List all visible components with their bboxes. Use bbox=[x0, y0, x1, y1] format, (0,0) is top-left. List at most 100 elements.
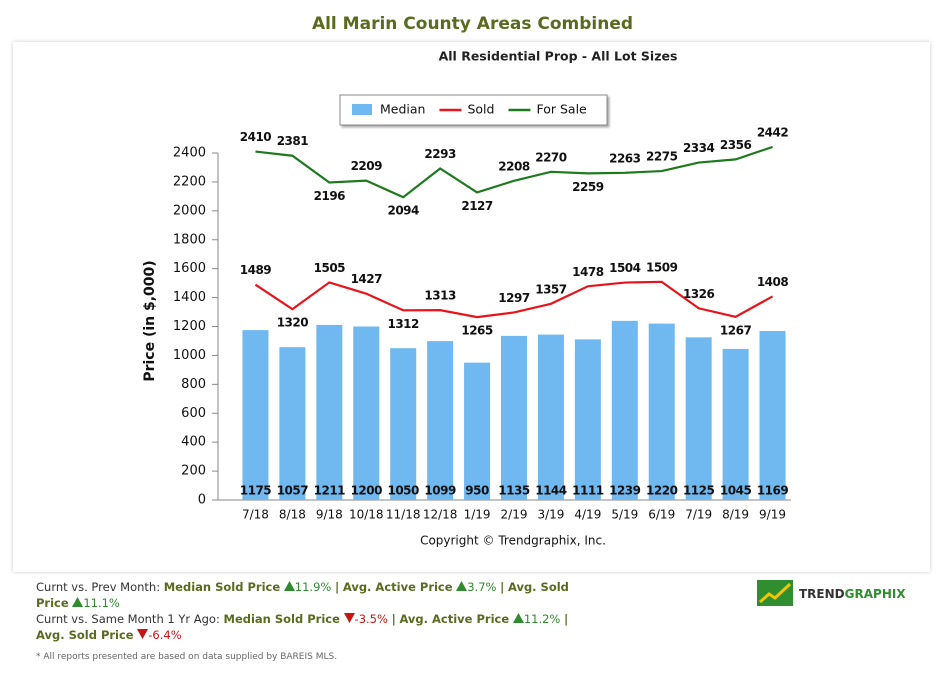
data-label: 2442 bbox=[757, 125, 789, 139]
legend-swatch bbox=[352, 104, 372, 115]
metric-label: Median Sold Price bbox=[223, 612, 340, 626]
metric-label: Avg. Sold Price bbox=[36, 580, 569, 610]
x-tick-label: 9/19 bbox=[759, 508, 786, 522]
logo: TRENDGRAPHIX bbox=[757, 580, 906, 606]
bar-value-label: 1211 bbox=[314, 484, 346, 498]
data-label: 1427 bbox=[351, 272, 383, 286]
x-tick-label: 4/19 bbox=[574, 508, 601, 522]
arrow-down bbox=[343, 613, 355, 623]
metric-label: Avg. Sold Price bbox=[36, 628, 134, 642]
metric-change: 3.7% bbox=[467, 580, 497, 594]
data-label: 2270 bbox=[535, 150, 567, 164]
bar bbox=[353, 326, 380, 500]
footer-prefix: Curnt vs. Prev Month: bbox=[36, 580, 161, 594]
metric-change: 11.9% bbox=[294, 580, 332, 594]
x-tick-label: 5/19 bbox=[611, 508, 638, 522]
line bbox=[254, 280, 774, 319]
data-label: 1478 bbox=[572, 265, 604, 279]
y-tick-label: 2400 bbox=[173, 146, 206, 161]
x-tick-label: 12/18 bbox=[423, 508, 458, 522]
bar-value-label: 1144 bbox=[535, 484, 567, 498]
bar-value-label: 1050 bbox=[387, 484, 419, 498]
x-tick-label: 9/18 bbox=[316, 508, 343, 522]
chart-subtitle: All Residential Prop - All Lot Sizes bbox=[439, 49, 678, 64]
data-label: 2094 bbox=[387, 204, 419, 218]
data-label: 2381 bbox=[277, 134, 309, 148]
separator: | bbox=[564, 612, 569, 626]
arrow-up bbox=[456, 581, 468, 591]
bar-value-label: 1057 bbox=[277, 484, 309, 498]
chart: All Residential Prop - All Lot Sizes Pri… bbox=[142, 49, 791, 548]
bar bbox=[648, 323, 675, 500]
disclaimer: * All reports presented are based on dat… bbox=[36, 652, 338, 662]
data-label: 1505 bbox=[314, 261, 346, 275]
separator: | bbox=[334, 580, 340, 594]
data-label: 2263 bbox=[609, 151, 641, 165]
bar-value-label: 1169 bbox=[757, 484, 789, 498]
x-tick-label: 8/19 bbox=[722, 508, 749, 522]
data-label: 1408 bbox=[757, 275, 789, 289]
x-tick-label: 7/19 bbox=[685, 508, 712, 522]
bar bbox=[685, 337, 712, 500]
metric-change: 11.1% bbox=[83, 596, 120, 610]
legend-label: Sold bbox=[467, 102, 494, 117]
logo-text-1: TREND bbox=[799, 587, 845, 601]
legend-label: Median bbox=[380, 102, 425, 117]
bar-value-label: 1175 bbox=[240, 484, 272, 498]
x-tick-label: 7/18 bbox=[242, 508, 269, 522]
y-tick-label: 1000 bbox=[173, 348, 206, 363]
metric-change: -3.5% bbox=[354, 612, 388, 626]
bar-value-label: 1239 bbox=[609, 484, 641, 498]
arrow-shape bbox=[512, 613, 524, 623]
arrow-up bbox=[72, 597, 84, 607]
bar-value-label: 1111 bbox=[572, 484, 604, 498]
data-label: 2208 bbox=[498, 159, 530, 173]
separator: | bbox=[500, 580, 505, 594]
data-label: 2127 bbox=[461, 199, 493, 213]
x-tick-label: 10/18 bbox=[349, 508, 384, 522]
arrow-shape bbox=[343, 613, 355, 623]
logo-icon bbox=[757, 580, 793, 606]
bar bbox=[464, 362, 491, 500]
data-label: 2259 bbox=[572, 180, 604, 194]
metric-label: Avg. Active Price bbox=[399, 612, 510, 626]
bar bbox=[390, 348, 417, 500]
arrow-shape bbox=[137, 629, 149, 639]
separator: | bbox=[391, 612, 396, 626]
data-label: 1357 bbox=[535, 282, 567, 296]
footer-line: Curnt vs. Same Month 1 Yr Ago: Median So… bbox=[36, 611, 596, 643]
bar-value-label: 1099 bbox=[424, 484, 456, 498]
data-label: 1265 bbox=[461, 324, 493, 338]
x-tick-label: 2/19 bbox=[501, 508, 528, 522]
logo-text: TRENDGRAPHIX bbox=[799, 587, 906, 601]
logo-icon-line bbox=[759, 582, 792, 604]
footer-prefix: Curnt vs. Same Month 1 Yr Ago: bbox=[36, 612, 220, 626]
metric-change: 11.2% bbox=[523, 612, 561, 626]
bar bbox=[427, 341, 454, 500]
legend-box bbox=[339, 94, 608, 126]
y-tick-label: 800 bbox=[181, 377, 206, 392]
data-label: 1312 bbox=[387, 317, 419, 331]
copyright: Copyright © Trendgraphix, Inc. bbox=[420, 534, 606, 548]
x-tick-label: 3/19 bbox=[537, 508, 564, 522]
y-tick-label: 400 bbox=[181, 435, 206, 450]
bar bbox=[722, 348, 749, 500]
data-label: 1267 bbox=[720, 323, 752, 337]
data-label: 2293 bbox=[424, 147, 456, 161]
data-label: 2334 bbox=[683, 141, 715, 155]
data-label: 1326 bbox=[683, 287, 715, 301]
y-tick-label: 2000 bbox=[173, 203, 206, 218]
arrow-up bbox=[283, 581, 295, 591]
data-label: 1320 bbox=[277, 316, 309, 330]
bar-value-label: 950 bbox=[465, 484, 489, 498]
bar-value-label: 1220 bbox=[646, 484, 678, 498]
y-tick-label: 600 bbox=[181, 406, 206, 421]
y-tick-label: 1800 bbox=[173, 232, 206, 247]
data-label: 1509 bbox=[646, 260, 678, 274]
y-tick-label: 1600 bbox=[173, 261, 206, 276]
arrow-up bbox=[512, 613, 524, 623]
data-label: 1313 bbox=[424, 289, 456, 303]
y-tick-label: 1200 bbox=[173, 319, 206, 334]
data-label: 1489 bbox=[240, 263, 272, 277]
